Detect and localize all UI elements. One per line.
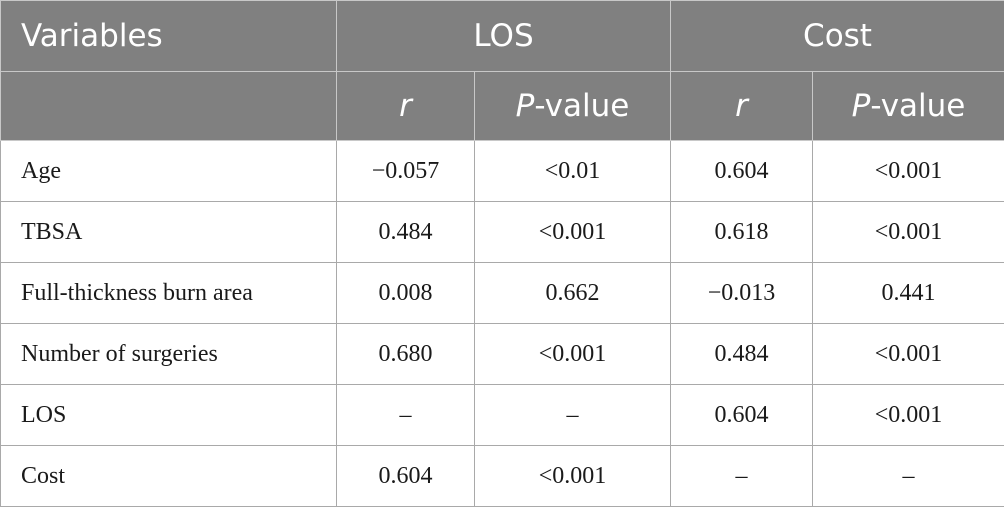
los-r-cell: 0.484 (336, 201, 475, 263)
table-header: Variables LOS Cost r P-value r P-value (0, 0, 1004, 141)
variables-header: Variables (0, 0, 337, 72)
row-label: TBSA (0, 201, 337, 263)
r-symbol: r (735, 88, 748, 124)
los-p-cell: <0.01 (474, 140, 671, 202)
table-row: Age −0.057 <0.01 0.604 <0.001 (0, 140, 1004, 202)
cost-p-cell: <0.001 (811, 140, 1004, 202)
table-row: Cost 0.604 <0.001 – – (0, 445, 1004, 507)
cost-r-cell: −0.013 (670, 262, 813, 324)
cost-r-cell: 0.604 (670, 140, 813, 202)
header-row-groups: Variables LOS Cost (0, 0, 1004, 72)
row-label: Full-thickness burn area (0, 262, 337, 324)
cost-group-header: Cost (669, 0, 1004, 72)
cost-p-cell: <0.001 (811, 323, 1004, 385)
table-row: Full-thickness burn area 0.008 0.662 −0.… (0, 262, 1004, 324)
cost-p-cell: – (811, 445, 1004, 507)
correlation-table: Variables LOS Cost r P-value r P-value A… (0, 0, 1004, 507)
los-p-cell: 0.662 (474, 262, 671, 324)
los-p-cell: – (474, 384, 671, 446)
header-row-stats: r P-value r P-value (0, 71, 1004, 141)
los-r-cell: – (336, 384, 475, 446)
row-label: LOS (0, 384, 337, 446)
los-p-cell: <0.001 (474, 323, 671, 385)
los-r-cell: 0.680 (336, 323, 475, 385)
table-row: TBSA 0.484 <0.001 0.618 <0.001 (0, 201, 1004, 263)
los-p-header: P-value (474, 71, 671, 141)
cost-r-cell: 0.604 (670, 384, 813, 446)
cost-r-cell: 0.484 (670, 323, 813, 385)
los-p-cell: <0.001 (474, 445, 671, 507)
cost-p-cell: 0.441 (811, 262, 1004, 324)
table-row: Number of surgeries 0.680 <0.001 0.484 <… (0, 323, 1004, 385)
r-symbol: r (399, 88, 412, 124)
los-r-cell: −0.057 (336, 140, 475, 202)
los-r-cell: 0.604 (336, 445, 475, 507)
los-group-header: LOS (336, 0, 671, 72)
cost-r-header: r (670, 71, 813, 141)
cost-p-cell: <0.001 (811, 201, 1004, 263)
cost-r-cell: – (670, 445, 813, 507)
cost-p-cell: <0.001 (811, 384, 1004, 446)
p-symbol: P (515, 88, 535, 124)
p-suffix: -value (534, 88, 630, 124)
row-label: Number of surgeries (0, 323, 337, 385)
los-r-cell: 0.008 (336, 262, 475, 324)
table-body: Age −0.057 <0.01 0.604 <0.001 TBSA 0.484… (0, 140, 1004, 507)
los-r-header: r (336, 71, 475, 141)
table-row: LOS – – 0.604 <0.001 (0, 384, 1004, 446)
row-label: Age (0, 140, 337, 202)
p-symbol: P (851, 88, 871, 124)
p-suffix: -value (870, 88, 966, 124)
row-label: Cost (0, 445, 337, 507)
cost-p-header: P-value (811, 71, 1004, 141)
cost-r-cell: 0.618 (670, 201, 813, 263)
los-p-cell: <0.001 (474, 201, 671, 263)
variables-header-spacer (0, 71, 337, 141)
